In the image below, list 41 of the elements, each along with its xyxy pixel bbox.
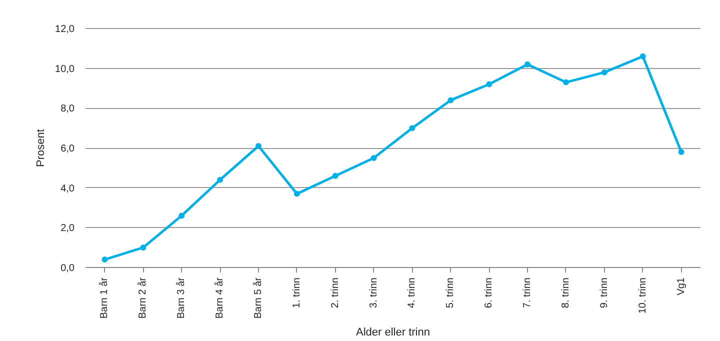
y-tick-label: 10,0	[55, 64, 75, 75]
y-tick-label: 8,0	[60, 104, 75, 115]
x-tick-label: Barn 3 år	[175, 276, 188, 319]
point	[140, 244, 146, 251]
point	[640, 53, 646, 60]
x-tick-label: 9. trinn	[598, 277, 610, 308]
point	[332, 172, 338, 179]
y-tick-label: 4,0	[60, 183, 75, 194]
point	[448, 97, 454, 104]
x-tick-label: Barn 4 år	[214, 276, 226, 319]
x-tick-label: 5. trinn	[445, 277, 456, 308]
x-tick-label: Barn 1 år	[98, 276, 110, 319]
point	[486, 81, 492, 88]
x-tick-label: Barn 2 år	[136, 276, 149, 319]
point	[524, 61, 531, 68]
point	[409, 125, 416, 132]
x-tick-label: Vg1	[676, 277, 687, 296]
point	[178, 212, 185, 219]
x-tick-label: 8. trinn	[560, 277, 572, 308]
x-tick-label: 3. trinn	[368, 277, 380, 308]
point	[562, 79, 569, 86]
y-axis-title: Prosent	[35, 129, 48, 167]
point	[601, 69, 608, 76]
x-tick-label: 4. trinn	[406, 277, 418, 308]
point	[678, 148, 684, 155]
x-tick-label: 10. trinn	[637, 277, 648, 314]
x-tick-label: 1. trinn	[291, 277, 302, 308]
x-axis-title: Alder eller trinn	[356, 326, 430, 339]
y-tick-label: 2,0	[60, 223, 75, 234]
point	[217, 176, 224, 183]
point	[294, 190, 300, 197]
point	[255, 143, 262, 150]
x-tick-label: 7. trinn	[522, 277, 534, 308]
y-tick-label: 0,0	[60, 263, 75, 274]
y-tick-label: 12,0	[55, 24, 75, 35]
y-tick-label: 6,0	[60, 144, 75, 154]
x-tick-label: 6. trinn	[484, 277, 495, 308]
point	[370, 154, 377, 161]
x-tick-label: 2. trinn	[330, 277, 341, 308]
x-tick-label: Barn 5 år	[252, 276, 264, 319]
point	[102, 256, 108, 263]
